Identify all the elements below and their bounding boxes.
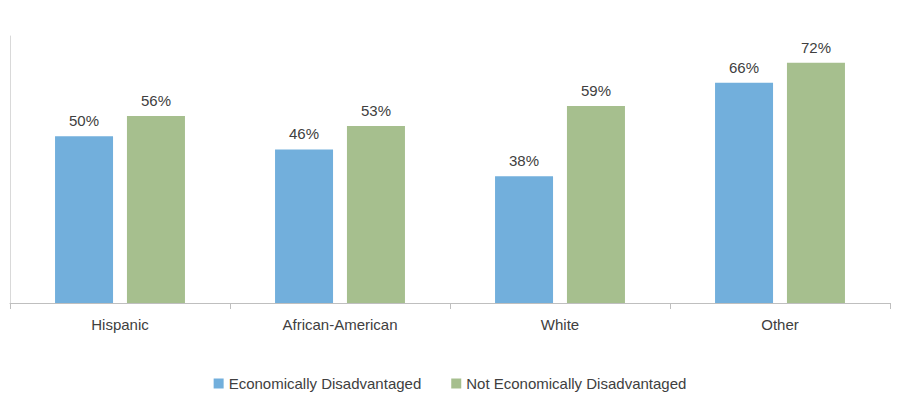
svg-text:African-American: African-American bbox=[282, 316, 397, 333]
svg-text:46%: 46% bbox=[289, 125, 319, 142]
svg-text:53%: 53% bbox=[361, 102, 391, 119]
svg-text:50%: 50% bbox=[69, 112, 99, 129]
svg-text:66%: 66% bbox=[729, 59, 759, 76]
svg-text:38%: 38% bbox=[509, 152, 539, 169]
svg-text:Hispanic: Hispanic bbox=[91, 316, 149, 333]
svg-text:59%: 59% bbox=[581, 82, 611, 99]
svg-text:56%: 56% bbox=[141, 92, 171, 109]
svg-text:Other: Other bbox=[761, 316, 799, 333]
svg-text:White: White bbox=[541, 316, 579, 333]
svg-text:Economically Disadvantaged: Economically Disadvantaged bbox=[229, 375, 422, 392]
svg-text:72%: 72% bbox=[801, 39, 831, 56]
svg-text:Not Economically Disadvantaged: Not Economically Disadvantaged bbox=[466, 375, 686, 392]
